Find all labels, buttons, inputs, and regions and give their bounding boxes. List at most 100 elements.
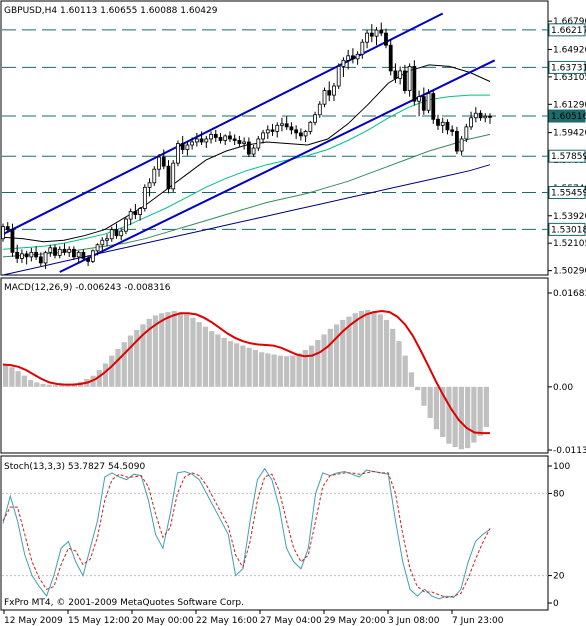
macd-histogram-bar	[340, 319, 346, 387]
macd-histogram-bar	[227, 341, 234, 387]
candle-body	[100, 239, 105, 246]
candle-body	[332, 85, 336, 96]
candle-body	[20, 253, 24, 259]
candle-body	[284, 123, 289, 128]
x-tick-label: 20 May 00:00	[132, 616, 194, 626]
macd-histogram-bar	[258, 352, 265, 387]
candle-body	[72, 248, 76, 258]
candle-body	[67, 248, 72, 253]
candle-body	[15, 251, 20, 259]
candle-body	[242, 141, 247, 144]
candle-body	[384, 32, 388, 46]
candle-body	[246, 141, 251, 155]
level-tag	[548, 109, 586, 123]
x-tick-label: 29 May 20:00	[324, 616, 386, 626]
candle-body	[317, 103, 322, 116]
candle-body	[350, 55, 355, 60]
macd-histogram-bar	[240, 345, 246, 387]
candle-body	[379, 29, 384, 34]
candle-body	[180, 143, 185, 150]
candle-body	[213, 134, 218, 138]
price-y-tick-label: 1.50290	[553, 267, 586, 277]
macd-histogram-bar	[277, 355, 283, 387]
macd-histogram-bar	[315, 339, 321, 387]
macd-histogram-bar	[3, 364, 9, 387]
macd-histogram-bar	[471, 386, 477, 443]
macd-histogram-bar	[52, 385, 59, 387]
macd-histogram-bar	[402, 355, 408, 387]
macd-histogram-bar	[415, 386, 421, 391]
candle-body	[426, 93, 431, 111]
moving-average-line	[2, 94, 490, 250]
macd-histogram-bar	[196, 322, 202, 387]
channel-line	[2, 12, 444, 236]
credit-label: FxPro MT4, © 2001-2009 MetaQuotes Softwa…	[4, 598, 244, 608]
macd-histogram-bar	[59, 385, 65, 387]
candle-body	[128, 211, 133, 220]
candle-body	[204, 138, 209, 143]
macd-histogram-bar	[252, 350, 258, 387]
candle-body	[232, 138, 237, 141]
chart-marks: 1.667901.649201.631051.612901.594201.576…	[1, 12, 586, 626]
macd-histogram-bar	[234, 343, 240, 387]
candle-body	[417, 96, 421, 102]
candle-body	[412, 65, 417, 102]
candle-body	[289, 126, 294, 131]
candle-body	[341, 59, 346, 67]
candle-body	[402, 70, 407, 91]
candle-body	[365, 32, 369, 43]
x-tick-label: 15 May 12:00	[68, 616, 130, 626]
macd-histogram-bar	[440, 386, 446, 438]
macd-title: MACD(12,26,9) -0.006243 -0.008316	[4, 283, 171, 293]
candle-body	[53, 247, 57, 256]
candle-body	[29, 251, 34, 258]
price-y-tick-label: 1.61290	[553, 100, 586, 110]
macd-histogram-bar	[427, 386, 433, 419]
candle-body	[176, 143, 180, 164]
macd-histogram-bar	[165, 312, 171, 387]
stoch-y-tick-label: 80	[553, 489, 565, 499]
candle-body	[298, 132, 303, 137]
macd-y-tick-label: 0.01683	[553, 289, 586, 299]
level-tag-label: 1.60516	[551, 112, 586, 122]
macd-histogram-bar	[327, 328, 333, 387]
macd-histogram-bar	[352, 313, 358, 387]
candle-body	[450, 129, 455, 132]
candle-body	[105, 238, 109, 241]
level-tag	[548, 149, 586, 163]
macd-histogram-bar	[209, 331, 215, 387]
macd-histogram-bar	[102, 363, 109, 387]
candle-body	[138, 208, 143, 215]
level-tag-label: 1.55459	[551, 188, 586, 198]
level-tag	[548, 23, 586, 37]
moving-average-line	[2, 133, 491, 258]
macd-histogram-bar	[421, 386, 427, 406]
macd-histogram-bar	[483, 386, 489, 427]
candle-body	[228, 135, 232, 140]
macd-histogram-bar	[333, 324, 340, 387]
candle-body	[142, 186, 147, 209]
macd-y-tick-label: -0.01133	[553, 446, 586, 456]
candle-body	[86, 257, 91, 262]
candle-body	[346, 55, 351, 61]
macd-histogram-bar	[15, 371, 21, 387]
level-tag-label: 1.57859	[551, 152, 586, 162]
candle-body	[95, 244, 100, 252]
macd-histogram-bar	[265, 353, 271, 387]
macd-histogram-bar	[302, 350, 308, 387]
candle-body	[223, 135, 228, 141]
candle-body	[270, 129, 275, 132]
candle-body	[393, 70, 398, 79]
candle-body	[62, 248, 67, 253]
candle-body	[483, 115, 488, 119]
macd-histogram-bar	[308, 345, 315, 387]
candle-body	[374, 29, 379, 37]
macd-histogram-bar	[396, 341, 402, 387]
price-title: GBPUSD,H4 1.60113 1.60655 1.60088 1.6042…	[4, 6, 218, 16]
macd-histogram-bar	[215, 334, 221, 387]
candle-body	[398, 70, 403, 79]
candle-body	[10, 229, 15, 253]
candle-body	[265, 129, 270, 134]
macd-histogram-bar	[46, 384, 52, 387]
